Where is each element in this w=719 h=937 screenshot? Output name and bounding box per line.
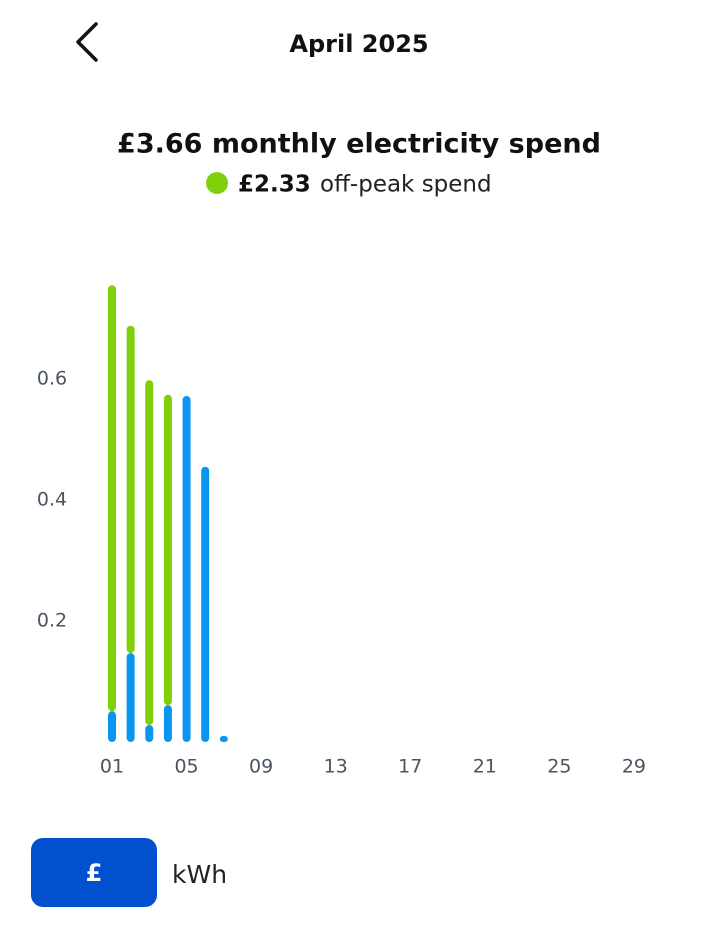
x-tick-label: 29 (622, 756, 646, 778)
toggle-pound-label: £ (86, 859, 103, 887)
toggle-pound[interactable] (31, 838, 157, 907)
bar-segment (163, 394, 172, 706)
bar-segment (126, 325, 135, 654)
legend-label: off-peak spend (320, 172, 492, 198)
offpeak-total: £2.33 (238, 172, 311, 198)
x-tick-label: 01 (100, 756, 124, 778)
page-title: April 2025 (289, 30, 428, 58)
x-tick-label: 13 (324, 756, 348, 778)
toggle-kwh[interactable]: kWh (172, 860, 227, 889)
back-button[interactable] (76, 22, 98, 62)
x-tick-label: 25 (547, 756, 571, 778)
y-tick-label: 0.6 (37, 368, 67, 390)
legend-dot (206, 172, 228, 194)
bar-segment (145, 725, 154, 742)
x-tick-label: 09 (249, 756, 273, 778)
bar-segment (163, 705, 172, 742)
bar-segment (126, 653, 135, 742)
bar-segment (201, 466, 210, 742)
x-tick-label: 17 (398, 756, 422, 778)
chart-title: £3.66 monthly electricity spend (117, 129, 601, 160)
bar-segment (145, 380, 154, 726)
y-tick-label: 0.2 (37, 610, 67, 632)
bar-segment (219, 735, 228, 742)
bar-segment (108, 711, 116, 742)
x-tick-label: 21 (473, 756, 497, 778)
bar-segment (182, 395, 191, 742)
y-tick-label: 0.4 (37, 489, 67, 511)
bar-segment (108, 285, 116, 712)
x-tick-label: 05 (174, 756, 198, 778)
